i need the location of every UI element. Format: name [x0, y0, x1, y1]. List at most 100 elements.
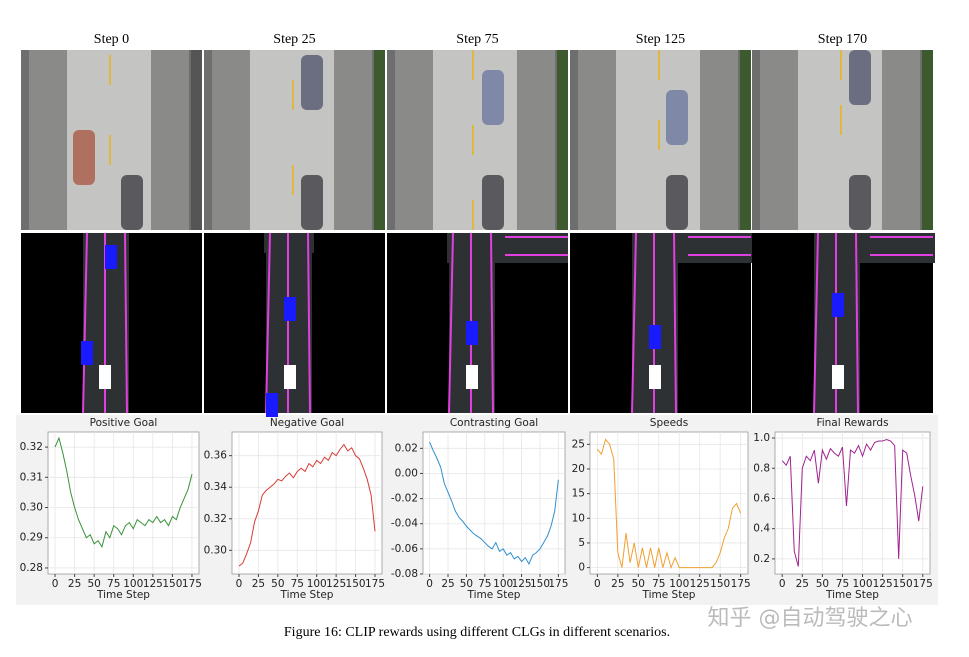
- column-title: Step 170: [818, 32, 867, 47]
- x-tick-label: 0: [426, 578, 433, 590]
- lane-line: [673, 232, 677, 414]
- x-tick-label: 150: [893, 578, 913, 590]
- x-tick-label: 175: [365, 578, 385, 590]
- lane-dash: [840, 105, 842, 135]
- y-tick-label: 0.29: [20, 532, 43, 544]
- y-tick-label: 0.8: [753, 462, 770, 474]
- x-tick-label: 175: [913, 578, 933, 590]
- y-tick-label: 20: [572, 463, 585, 475]
- y-tick-label: 0.32: [20, 441, 43, 453]
- y-tick-label: 10: [572, 512, 585, 524]
- x-tick-label: 50: [460, 578, 473, 590]
- vehicle: [284, 297, 296, 321]
- lane-dash: [109, 55, 111, 85]
- sidewalk: [760, 50, 798, 230]
- sidewalk: [29, 50, 67, 230]
- plot-area: [231, 431, 383, 575]
- sidewalk: [578, 50, 616, 230]
- lane-dash: [472, 50, 474, 80]
- x-tick-label: 0: [236, 578, 243, 590]
- car: [849, 175, 871, 230]
- lane-dash: [472, 125, 474, 155]
- lane-dash: [658, 120, 660, 150]
- lane-line: [631, 232, 637, 414]
- x-tick-label: 75: [652, 578, 665, 590]
- vehicle: [832, 365, 844, 389]
- y-tick-label: 0.30: [204, 544, 227, 556]
- y-tick-label: 0.6: [753, 492, 770, 504]
- sidewalk: [334, 50, 372, 230]
- x-axis-label: Time Step: [280, 589, 334, 601]
- x-tick-label: 100: [307, 578, 327, 590]
- chart-title: Contrasting Goal: [450, 417, 538, 429]
- car: [666, 175, 688, 230]
- lane-dash: [658, 50, 660, 80]
- grass: [557, 50, 568, 230]
- x-axis-label: Time Step: [467, 589, 521, 601]
- car: [301, 175, 323, 230]
- road: [433, 50, 517, 230]
- lane-line: [82, 232, 88, 414]
- x-tick-label: 125: [512, 578, 532, 590]
- data-line: [54, 436, 193, 549]
- watermark: 知乎 @自动驾驶之心: [708, 606, 913, 631]
- lane-dash: [109, 135, 111, 165]
- vehicle: [466, 321, 478, 345]
- column-title: Step 125: [636, 32, 685, 47]
- y-tick-label: 0.32: [204, 513, 227, 525]
- y-tick-label: 5: [578, 537, 585, 549]
- y-tick-label: -0.06: [391, 543, 418, 555]
- vehicle: [99, 365, 111, 389]
- car: [666, 90, 688, 145]
- vehicle: [284, 365, 296, 389]
- x-axis-label: Time Step: [825, 589, 879, 601]
- sidewalk: [212, 50, 250, 230]
- grass: [191, 50, 202, 230]
- sidewalk: [882, 50, 920, 230]
- lane-line: [124, 232, 128, 414]
- lane-line: [307, 232, 311, 414]
- sidewalk: [517, 50, 555, 230]
- grass: [374, 50, 385, 230]
- x-axis-label: Time Step: [642, 589, 696, 601]
- car: [121, 175, 143, 230]
- x-tick-label: 150: [346, 578, 366, 590]
- x-tick-label: 175: [182, 578, 202, 590]
- lane-dash: [840, 50, 842, 80]
- x-tick-label: 100: [123, 578, 143, 590]
- vehicle: [649, 325, 661, 349]
- x-tick-label: 75: [836, 578, 849, 590]
- vehicle: [105, 245, 117, 269]
- column-title: Step 0: [94, 32, 129, 47]
- y-tick-label: -0.08: [391, 568, 418, 580]
- chart-title: Negative Goal: [270, 417, 344, 429]
- x-tick-label: 150: [530, 578, 550, 590]
- column-title: Step 25: [273, 32, 315, 47]
- y-tick-label: 0: [578, 562, 585, 574]
- y-tick-label: -0.02: [391, 493, 418, 505]
- x-tick-label: 100: [669, 578, 689, 590]
- x-tick-label: 75: [107, 578, 120, 590]
- lane-line: [448, 232, 454, 414]
- y-tick-label: 0.28: [20, 562, 43, 574]
- plot-area: [47, 431, 200, 575]
- x-tick-label: 100: [853, 578, 873, 590]
- x-tick-label: 50: [87, 578, 100, 590]
- plot-area: [422, 431, 566, 575]
- lane-line: [813, 232, 819, 414]
- vehicle: [466, 365, 478, 389]
- x-tick-label: 0: [779, 578, 786, 590]
- vehicle: [266, 393, 278, 417]
- x-tick-label: 75: [291, 578, 304, 590]
- y-tick-label: 0.36: [204, 450, 228, 462]
- x-tick-label: 150: [710, 578, 730, 590]
- caption: Figure 16: CLIP rewards using different …: [284, 625, 670, 640]
- lane-dash: [472, 200, 474, 230]
- y-tick-label: 25: [572, 438, 585, 450]
- x-tick-label: 25: [252, 578, 265, 590]
- y-tick-label: -0.04: [391, 518, 418, 530]
- y-tick-label: 0.2: [753, 553, 770, 565]
- grass: [740, 50, 751, 230]
- car: [301, 55, 323, 110]
